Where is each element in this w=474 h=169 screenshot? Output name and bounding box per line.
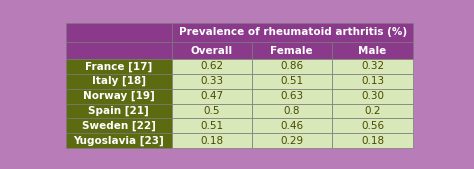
Text: Prevalence of rheumatoid arthritis (%): Prevalence of rheumatoid arthritis (%)	[179, 27, 407, 37]
Text: France [17]: France [17]	[85, 61, 153, 72]
Bar	[66, 104, 172, 118]
Bar	[332, 118, 413, 133]
Bar	[172, 42, 252, 59]
Bar	[332, 42, 413, 59]
Text: 0.5: 0.5	[203, 106, 220, 116]
Text: 0.32: 0.32	[361, 62, 384, 71]
Text: Yugoslavia [23]: Yugoslavia [23]	[73, 136, 164, 146]
Bar	[252, 74, 332, 89]
Text: 0.63: 0.63	[280, 91, 303, 101]
Bar	[252, 59, 332, 74]
Bar	[252, 104, 332, 118]
Text: 0.2: 0.2	[365, 106, 381, 116]
Bar	[172, 89, 252, 104]
Text: 0.8: 0.8	[283, 106, 300, 116]
Text: 0.29: 0.29	[280, 136, 303, 146]
Bar	[252, 42, 332, 59]
Bar	[66, 133, 172, 148]
Text: Male: Male	[358, 46, 387, 56]
Bar	[66, 59, 172, 74]
Bar	[172, 133, 252, 148]
Bar	[332, 59, 413, 74]
Bar	[172, 104, 252, 118]
Text: 0.46: 0.46	[280, 121, 303, 131]
Bar	[332, 104, 413, 118]
Bar	[332, 74, 413, 89]
Bar	[66, 23, 172, 42]
Text: 0.30: 0.30	[361, 91, 384, 101]
Text: Sweden [22]: Sweden [22]	[82, 121, 156, 131]
Text: Spain [21]: Spain [21]	[89, 106, 149, 116]
Bar	[66, 89, 172, 104]
Bar	[252, 118, 332, 133]
Text: Norway [19]: Norway [19]	[83, 91, 155, 101]
Bar	[66, 74, 172, 89]
Text: 0.86: 0.86	[280, 62, 303, 71]
Bar	[66, 42, 172, 59]
Text: 0.62: 0.62	[200, 62, 223, 71]
Text: Overall: Overall	[191, 46, 233, 56]
Text: 0.56: 0.56	[361, 121, 384, 131]
Text: 0.18: 0.18	[361, 136, 384, 146]
Bar	[172, 59, 252, 74]
Text: 0.47: 0.47	[200, 91, 223, 101]
Bar	[172, 118, 252, 133]
Text: Italy [18]: Italy [18]	[92, 76, 146, 87]
Text: 0.51: 0.51	[200, 121, 223, 131]
Bar	[66, 118, 172, 133]
Bar	[252, 89, 332, 104]
Text: Female: Female	[271, 46, 313, 56]
Bar	[252, 133, 332, 148]
Bar	[332, 133, 413, 148]
Text: 0.33: 0.33	[200, 76, 223, 86]
Text: 0.51: 0.51	[280, 76, 303, 86]
Bar	[172, 74, 252, 89]
Bar	[332, 89, 413, 104]
Bar	[172, 23, 413, 42]
Text: 0.13: 0.13	[361, 76, 384, 86]
Text: 0.18: 0.18	[200, 136, 223, 146]
